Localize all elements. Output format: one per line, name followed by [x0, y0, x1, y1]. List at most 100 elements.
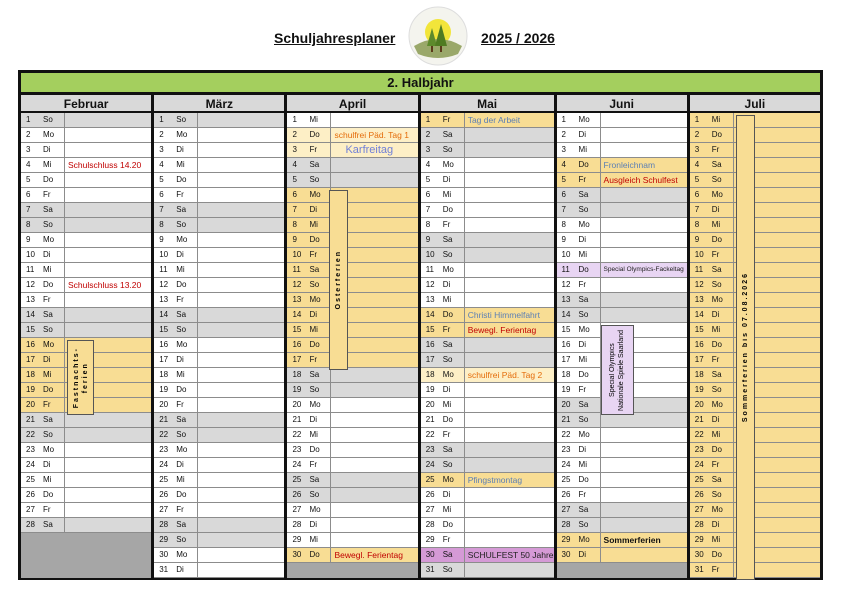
day-row[interactable]: 16 Do	[287, 338, 418, 353]
day-row[interactable]: 5 So	[689, 173, 820, 188]
day-row[interactable]: 26 So	[689, 488, 820, 503]
day-row[interactable]: 29 So	[154, 533, 285, 548]
day-row[interactable]: 17 Fr	[287, 353, 418, 368]
day-row[interactable]: 6 Fr	[21, 188, 152, 203]
day-row[interactable]: 11 Mi	[21, 263, 152, 278]
day-row[interactable]: 12 Di	[420, 278, 554, 293]
day-row[interactable]: 2 Di	[556, 128, 687, 143]
day-row[interactable]: 4 Mo	[420, 158, 554, 173]
day-row[interactable]: 25 Sa	[287, 473, 418, 488]
day-row[interactable]: 26 So	[287, 488, 418, 503]
day-row[interactable]: 6 Sa	[556, 188, 687, 203]
day-row[interactable]: 10 Di	[154, 248, 285, 263]
day-row[interactable]: 24 Di	[154, 458, 285, 473]
day-row[interactable]: 7 Do	[420, 203, 554, 218]
day-row[interactable]: 27 Mo	[287, 503, 418, 518]
day-row[interactable]: 5 Fr Ausgleich Schulfest	[556, 173, 687, 188]
day-row[interactable]: 6 Mo	[287, 188, 418, 203]
day-row[interactable]: 4 Sa	[287, 158, 418, 173]
day-row[interactable]: 17 Fr	[689, 353, 820, 368]
day-row[interactable]: 4 Mi Schulschluss 14.20	[21, 158, 152, 173]
day-row[interactable]: 8 Fr	[420, 218, 554, 233]
day-row[interactable]: 22 So	[21, 428, 152, 443]
day-row[interactable]: 18 Sa	[689, 368, 820, 383]
day-row[interactable]: 27 Mi	[420, 503, 554, 518]
day-row[interactable]: 4 Sa	[689, 158, 820, 173]
day-row[interactable]: 5 Do	[21, 173, 152, 188]
day-row[interactable]: 2 Do	[689, 128, 820, 143]
day-row[interactable]: 29 Mo Sommerferien	[556, 533, 687, 548]
day-row[interactable]: 30 Do	[689, 548, 820, 563]
day-row[interactable]: 16 Mo	[154, 338, 285, 353]
day-row[interactable]: 30 Do Bewegl. Ferientag	[287, 548, 418, 563]
day-row[interactable]: 18 Mo schulfrei Päd. Tag 2	[420, 368, 554, 383]
day-row[interactable]: 27 Fr	[21, 503, 152, 518]
day-row[interactable]: 5 Di	[420, 173, 554, 188]
day-row[interactable]: 15 So	[154, 323, 285, 338]
day-row[interactable]: 23 Sa	[420, 443, 554, 458]
day-row[interactable]: 22 Mo	[556, 428, 687, 443]
day-row[interactable]: 23 Do	[287, 443, 418, 458]
day-row[interactable]: 22 Mi	[689, 428, 820, 443]
day-row[interactable]: 29 Fr	[420, 533, 554, 548]
day-row[interactable]: 10 Fr	[287, 248, 418, 263]
day-row[interactable]: 22 Mi	[287, 428, 418, 443]
day-row[interactable]: 26 Di	[420, 488, 554, 503]
day-row[interactable]: 8 Mo	[556, 218, 687, 233]
day-row[interactable]: 21 Di	[287, 413, 418, 428]
day-row[interactable]: 20 Mi	[420, 398, 554, 413]
day-row[interactable]: 20 Mo	[287, 398, 418, 413]
day-row[interactable]: 7 Di	[689, 203, 820, 218]
day-row[interactable]: 26 Do	[154, 488, 285, 503]
day-row[interactable]: 9 Do	[287, 233, 418, 248]
day-row[interactable]: 17 Di	[154, 353, 285, 368]
day-row[interactable]: 9 Sa	[420, 233, 554, 248]
day-row[interactable]: 1 So	[21, 113, 152, 128]
day-row[interactable]: 23 Do	[689, 443, 820, 458]
day-row[interactable]: 1 Mi	[287, 113, 418, 128]
day-row[interactable]: 19 Di	[420, 383, 554, 398]
day-row[interactable]: 5 Do	[154, 173, 285, 188]
day-row[interactable]: 26 Fr	[556, 488, 687, 503]
day-row[interactable]: 21 Do	[420, 413, 554, 428]
day-row[interactable]: 24 Fr	[287, 458, 418, 473]
day-row[interactable]: 26 Do	[21, 488, 152, 503]
day-row[interactable]: 29 Mi	[287, 533, 418, 548]
day-row[interactable]: 17 So	[420, 353, 554, 368]
day-row[interactable]: 13 Fr	[21, 293, 152, 308]
day-row[interactable]: 12 Fr	[556, 278, 687, 293]
day-row[interactable]: 13 Mo	[689, 293, 820, 308]
day-row[interactable]: 14 So	[556, 308, 687, 323]
day-row[interactable]: 31 Di	[154, 563, 285, 578]
day-row[interactable]: 23 Mo	[154, 443, 285, 458]
day-row[interactable]: 24 Di	[21, 458, 152, 473]
day-row[interactable]: 28 Sa	[154, 518, 285, 533]
day-row[interactable]: 14 Sa	[154, 308, 285, 323]
day-row[interactable]: 7 Sa	[21, 203, 152, 218]
day-row[interactable]: 30 Sa SCHULFEST 50 Jahre	[420, 548, 554, 563]
day-row[interactable]: 2 Mo	[21, 128, 152, 143]
day-row[interactable]: 12 Do Schulschluss 13.20	[21, 278, 152, 293]
day-row[interactable]: 25 Mi	[154, 473, 285, 488]
day-row[interactable]: 6 Mo	[689, 188, 820, 203]
day-row[interactable]: 5 So	[287, 173, 418, 188]
day-row[interactable]: 2 Sa	[420, 128, 554, 143]
day-row[interactable]: 2 Do schulfrei Päd. Tag 1	[287, 128, 418, 143]
day-row[interactable]: 31 So	[420, 563, 554, 578]
day-row[interactable]: 10 Di	[21, 248, 152, 263]
day-row[interactable]: 15 Mi	[287, 323, 418, 338]
day-row[interactable]: 4 Do Fronleichnam	[556, 158, 687, 173]
day-row[interactable]: 20 Fr	[154, 398, 285, 413]
day-row[interactable]: 25 Mi	[21, 473, 152, 488]
day-row[interactable]: 13 Sa	[556, 293, 687, 308]
day-row[interactable]: 13 Mi	[420, 293, 554, 308]
day-row[interactable]: 21 So	[556, 413, 687, 428]
day-row[interactable]: 9 Di	[556, 233, 687, 248]
day-row[interactable]: 8 So	[21, 218, 152, 233]
day-row[interactable]: 3 Mi	[556, 143, 687, 158]
day-row[interactable]: 28 Di	[287, 518, 418, 533]
day-row[interactable]: 15 Fr Bewegl. Ferientag	[420, 323, 554, 338]
day-row[interactable]: 1 Mi	[689, 113, 820, 128]
day-row[interactable]: 12 So	[287, 278, 418, 293]
day-row[interactable]: 12 Do	[154, 278, 285, 293]
